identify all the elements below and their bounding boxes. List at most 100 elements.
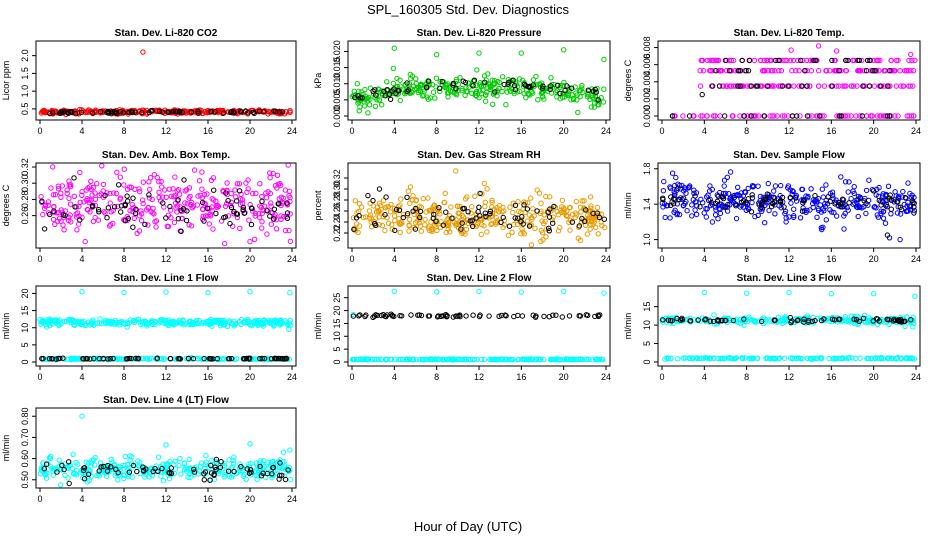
data-point bbox=[555, 228, 562, 234]
data-point bbox=[177, 191, 183, 197]
data-point bbox=[693, 211, 700, 218]
data-point bbox=[827, 68, 833, 74]
data-point bbox=[855, 213, 861, 220]
data-point bbox=[107, 200, 113, 206]
data-point bbox=[233, 194, 239, 200]
data-point bbox=[272, 108, 279, 114]
data-point bbox=[546, 228, 552, 234]
data-point bbox=[110, 190, 117, 196]
data-point bbox=[866, 177, 872, 183]
outlier-point bbox=[247, 289, 253, 295]
data-point bbox=[778, 182, 784, 189]
data-point bbox=[840, 83, 846, 89]
data-point bbox=[184, 201, 191, 207]
data-point bbox=[356, 213, 362, 219]
data-point bbox=[592, 356, 599, 363]
y-tick-label: 0.006 bbox=[642, 53, 652, 76]
data-point bbox=[697, 204, 703, 210]
x-tick-label: 16 bbox=[826, 126, 836, 136]
data-point bbox=[418, 82, 424, 88]
data-point bbox=[146, 192, 152, 198]
data-point bbox=[718, 201, 724, 207]
data-point bbox=[793, 68, 799, 74]
data-point bbox=[880, 208, 887, 215]
data-point bbox=[851, 184, 857, 190]
x-tick-label: 0 bbox=[349, 126, 354, 136]
panel-ylabel: ml/min bbox=[313, 313, 323, 340]
data-point bbox=[495, 78, 501, 85]
data-point bbox=[877, 113, 883, 119]
y-tick-label: 0.60 bbox=[20, 450, 30, 468]
data-point bbox=[535, 97, 541, 103]
data-point bbox=[749, 192, 755, 198]
x-tick-label: 24 bbox=[911, 254, 921, 264]
data-point bbox=[527, 356, 533, 362]
data-point bbox=[525, 91, 532, 97]
data-point bbox=[461, 205, 467, 212]
data-point bbox=[771, 113, 777, 119]
data-point bbox=[799, 83, 805, 89]
data-point bbox=[352, 92, 358, 98]
data-point bbox=[797, 113, 803, 119]
data-point bbox=[265, 189, 271, 195]
data-point bbox=[460, 78, 466, 84]
data-point bbox=[485, 85, 491, 91]
data-point bbox=[256, 108, 263, 114]
data-point bbox=[494, 207, 500, 213]
panel-7: Stan. Dev. Line 1 Flow ml/min 0 4 8 12 16 20 24 0… bbox=[1, 273, 297, 382]
data-point bbox=[538, 200, 544, 206]
data-point bbox=[377, 89, 383, 95]
data-point bbox=[487, 211, 493, 217]
data-point bbox=[546, 214, 553, 220]
data-point bbox=[812, 193, 818, 199]
data-point bbox=[92, 196, 99, 203]
data-point bbox=[897, 204, 903, 210]
data-point bbox=[231, 211, 237, 217]
data-point bbox=[583, 312, 589, 318]
data-point bbox=[448, 204, 454, 210]
panel-10: Stan. Dev. Line 4 (LT) Flow ml/min 0 4 8 12 16… bbox=[1, 395, 297, 504]
data-point bbox=[839, 196, 846, 202]
outlier-point bbox=[140, 49, 146, 55]
data-point bbox=[691, 187, 697, 193]
data-point bbox=[709, 186, 715, 193]
x-tick-label: 8 bbox=[434, 126, 439, 136]
data-point bbox=[361, 103, 368, 109]
y-tick-label: 0 bbox=[20, 359, 30, 364]
data-point bbox=[124, 320, 131, 327]
data-point bbox=[257, 214, 263, 221]
data-point bbox=[709, 219, 716, 225]
data-point bbox=[145, 205, 151, 211]
data-point bbox=[823, 182, 829, 188]
data-point bbox=[857, 355, 863, 361]
data-point bbox=[850, 83, 857, 89]
y-tick-label: 5 bbox=[642, 341, 652, 346]
data-point bbox=[756, 113, 762, 119]
data-point bbox=[862, 195, 868, 202]
figure-title: SPL_160305 Std. Dev. Diagnostics bbox=[367, 2, 570, 17]
data-point bbox=[77, 217, 83, 223]
data-point bbox=[758, 204, 764, 211]
data-point bbox=[592, 216, 598, 223]
data-point bbox=[563, 91, 569, 97]
data-point bbox=[585, 87, 591, 93]
data-point bbox=[115, 356, 121, 362]
data-point bbox=[808, 186, 814, 192]
data-point bbox=[97, 356, 103, 363]
y-tick-label: 0.26 bbox=[20, 207, 30, 225]
data-point bbox=[829, 209, 835, 215]
data-point bbox=[838, 113, 845, 119]
data-point bbox=[56, 215, 63, 222]
data-point bbox=[211, 187, 217, 193]
data-point bbox=[285, 321, 291, 327]
data-point bbox=[674, 211, 680, 218]
data-point bbox=[466, 80, 472, 86]
data-point bbox=[50, 164, 56, 170]
data-point bbox=[384, 79, 390, 85]
data-point bbox=[514, 221, 521, 228]
outlier-point bbox=[82, 238, 88, 245]
data-point bbox=[875, 57, 881, 64]
x-tick-label: 12 bbox=[784, 126, 794, 136]
data-point bbox=[465, 209, 471, 215]
data-point bbox=[147, 175, 154, 181]
